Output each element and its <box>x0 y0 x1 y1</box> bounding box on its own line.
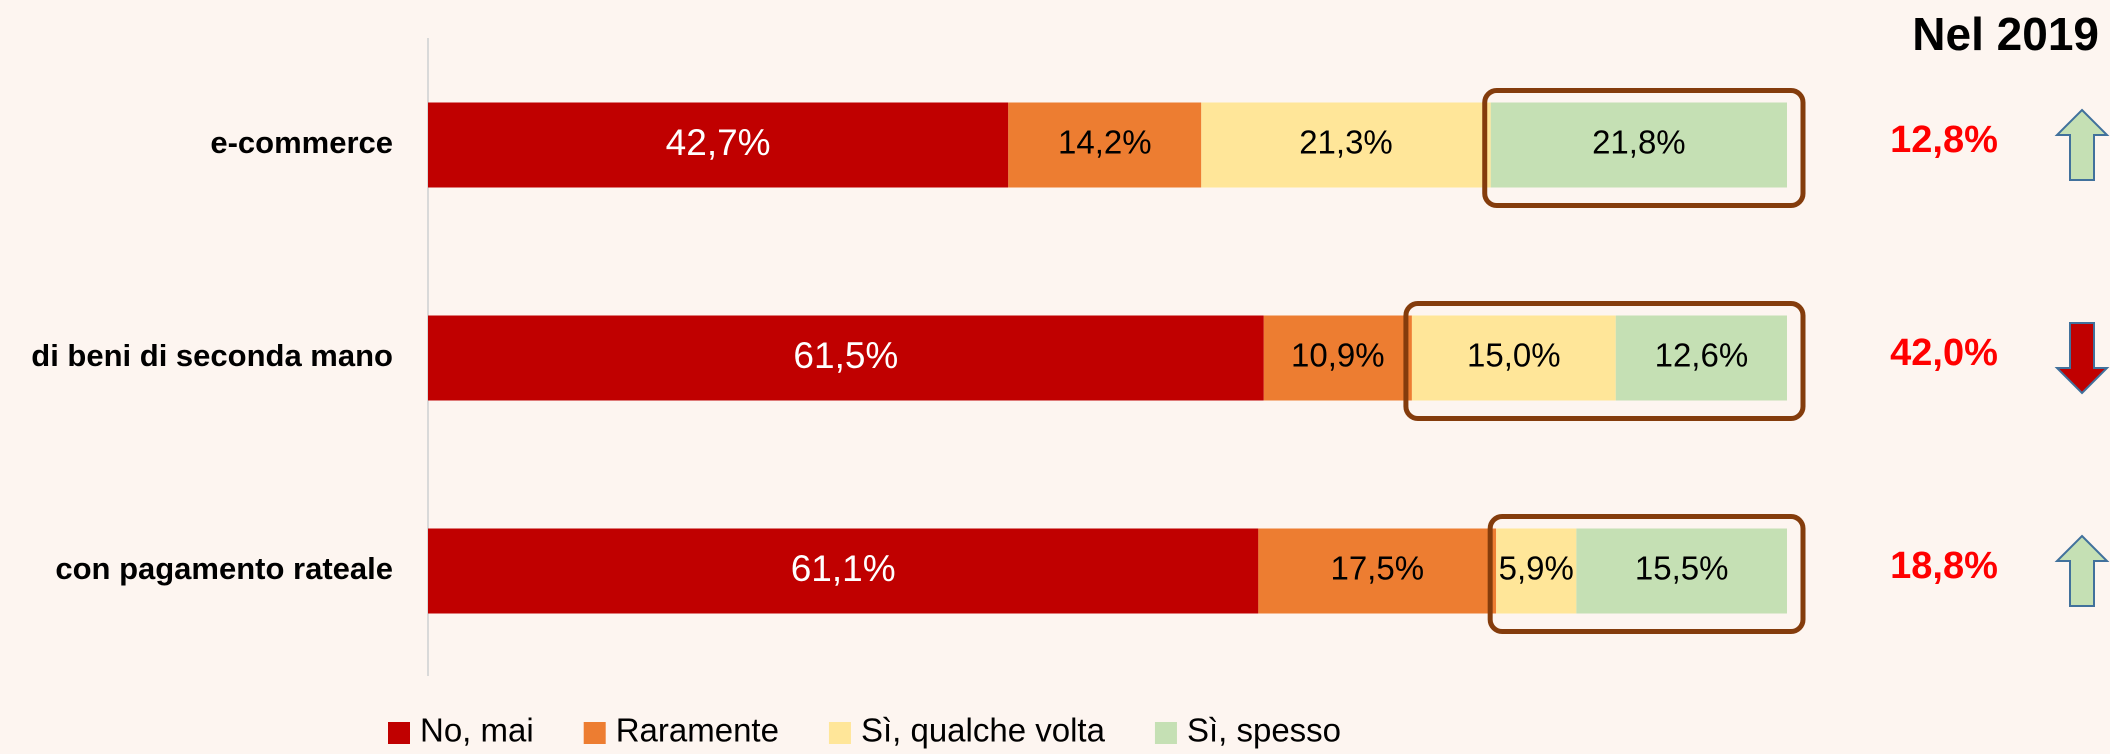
value-label: 17,5% <box>1330 550 1424 587</box>
comparison-value: 18,8% <box>1890 545 1998 587</box>
bar-segment <box>1496 528 1577 614</box>
category-label: di beni di seconda mano <box>31 338 393 373</box>
legend-swatch <box>388 722 410 744</box>
bar-segment <box>1615 315 1787 401</box>
highlight-box <box>1403 301 1806 421</box>
category-label: con pagamento rateale <box>55 551 393 586</box>
value-label: 14,2% <box>1058 124 1152 161</box>
highlight-box <box>1487 514 1806 634</box>
value-label: 61,5% <box>793 335 898 376</box>
bar-segment <box>428 528 1259 614</box>
legend-label: No, mai <box>420 712 534 749</box>
legend-swatch <box>828 722 851 744</box>
legend-swatch <box>583 722 606 744</box>
bar-segment <box>428 315 1264 401</box>
category-label: e-commerce <box>210 125 393 160</box>
legend-swatch <box>1154 722 1177 744</box>
bar-segment <box>1576 528 1787 614</box>
comparison-title: Nel 2019 <box>1912 8 2099 60</box>
comparison-value: 12,8% <box>1890 119 1998 161</box>
legend-label: Raramente <box>616 712 779 749</box>
bar-segment <box>1490 102 1787 188</box>
bar-segment <box>1411 315 1616 401</box>
legend-label: Sì, qualche volta <box>861 712 1106 749</box>
legend-label: Sì, spesso <box>1187 712 1341 749</box>
bar-segment <box>1258 528 1497 614</box>
value-label: 61,1% <box>791 548 896 589</box>
value-label: 21,3% <box>1299 124 1393 161</box>
trend-arrow <box>2054 108 2110 181</box>
bar-segment <box>1008 102 1202 188</box>
value-label: 42,7% <box>666 122 771 163</box>
trend-arrow <box>2054 534 2110 607</box>
value-label: 12,6% <box>1655 337 1749 374</box>
value-label: 5,9% <box>1499 550 1574 587</box>
comparison-value: 42,0% <box>1890 332 1998 374</box>
highlight-box <box>1482 88 1806 208</box>
bar-segment <box>1201 102 1491 188</box>
value-label: 15,5% <box>1635 550 1729 587</box>
trend-arrow <box>2054 322 2110 395</box>
bar-segment <box>1263 315 1412 401</box>
value-label: 10,9% <box>1291 337 1385 374</box>
value-label: 15,0% <box>1467 337 1561 374</box>
bar-segment <box>428 102 1009 188</box>
value-label: 21,8% <box>1592 124 1686 161</box>
